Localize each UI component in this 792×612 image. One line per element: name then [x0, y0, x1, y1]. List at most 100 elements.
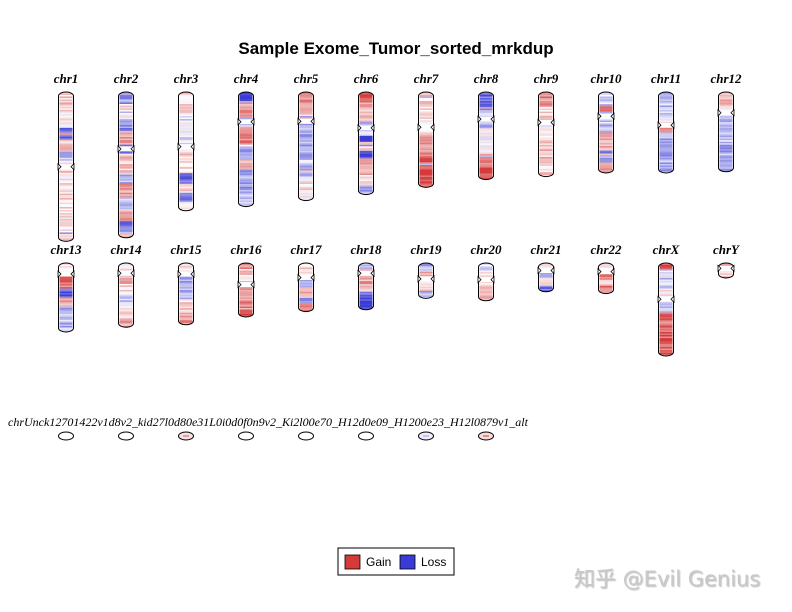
cn-segment — [179, 156, 193, 159]
chromosome-chr17: chr17 — [290, 242, 322, 313]
cn-segment — [239, 176, 253, 179]
cn-segment — [479, 166, 493, 168]
cn-segment — [659, 335, 673, 337]
cn-segment — [419, 288, 433, 290]
cn-segment — [419, 265, 433, 268]
cn-segment — [419, 114, 433, 117]
cn-segment — [59, 159, 73, 162]
cn-segment — [299, 156, 313, 159]
centromere-notch-left — [177, 270, 182, 279]
cn-segment — [719, 137, 733, 139]
cn-segment — [179, 305, 193, 308]
cn-segment — [239, 294, 253, 297]
cn-segment — [299, 96, 313, 99]
cn-segment — [419, 136, 433, 139]
cn-segment — [299, 123, 313, 126]
cn-segment — [119, 274, 133, 277]
cn-segment — [719, 162, 733, 165]
cn-segment — [479, 129, 493, 132]
cn-segment — [719, 141, 733, 144]
cn-segment — [59, 221, 73, 224]
cn-segment — [479, 164, 493, 167]
cn-segment — [299, 125, 313, 127]
cn-segment — [359, 263, 373, 265]
cn-segment — [239, 159, 253, 162]
cn-segment — [539, 137, 553, 140]
cn-segment — [419, 280, 433, 283]
cn-segment — [359, 299, 373, 302]
cn-segment — [239, 173, 253, 176]
cn-segment — [299, 98, 313, 100]
cn-segment — [659, 333, 673, 336]
cn-segment — [359, 296, 373, 299]
cn-segment — [119, 182, 133, 184]
cn-segment — [599, 167, 613, 169]
cn-segment — [179, 125, 193, 127]
chromosome-label-chr18: chr18 — [350, 242, 382, 257]
cn-segment — [479, 108, 493, 111]
cn-segment — [179, 312, 193, 315]
cn-segment — [179, 183, 193, 186]
cn-segment — [299, 137, 313, 140]
cn-segment — [359, 167, 373, 170]
cn-segment — [239, 188, 253, 191]
cn-segment — [59, 195, 73, 197]
cn-segment — [59, 299, 73, 301]
cn-segment — [419, 175, 433, 178]
chromosome-label-chr4: chr4 — [234, 71, 259, 86]
cn-segment — [659, 314, 673, 316]
centromere-notch-right — [730, 108, 735, 117]
cn-segment — [239, 194, 253, 197]
cn-segment — [239, 300, 253, 303]
cn-segment — [659, 308, 673, 310]
cn-segment — [119, 318, 133, 321]
cn-segment — [359, 156, 373, 159]
chromosome-body-chr10 — [598, 92, 614, 173]
cn-segment — [119, 306, 133, 309]
cn-segment — [479, 113, 493, 115]
cn-segment — [239, 309, 253, 312]
cn-segment — [179, 288, 193, 291]
cn-segment — [299, 288, 313, 291]
chromosome-label-chr9: chr9 — [534, 71, 559, 86]
cn-segment — [479, 150, 493, 153]
cn-segment — [179, 177, 193, 180]
cn-segment — [299, 102, 313, 105]
cn-segment — [599, 161, 613, 163]
cn-segment — [539, 108, 553, 111]
cn-segment — [539, 144, 553, 147]
cn-segment — [119, 325, 133, 328]
chromosome-outline — [358, 91, 374, 196]
cn-segment — [539, 138, 553, 141]
cn-segment — [179, 297, 193, 300]
cn-segment — [239, 170, 253, 173]
cn-segment — [419, 171, 433, 173]
cn-segment — [59, 223, 73, 226]
cn-segment — [659, 291, 673, 294]
cn-segment — [239, 164, 253, 167]
cn-segment — [299, 191, 313, 194]
cn-segment — [599, 99, 613, 102]
cn-segment — [539, 147, 553, 150]
centromere-notch-right — [610, 112, 615, 121]
cn-segment — [179, 296, 193, 298]
cn-segment — [659, 282, 673, 285]
cn-segment — [419, 120, 433, 123]
cn-segment — [659, 95, 673, 97]
cn-segment — [359, 173, 373, 176]
centromere-band — [418, 276, 434, 282]
cn-segment — [599, 95, 613, 97]
cn-segment — [719, 158, 733, 161]
cn-segment — [659, 290, 673, 292]
cn-segment — [299, 294, 313, 297]
cn-segment — [359, 275, 373, 277]
cn-segment — [299, 168, 313, 171]
cn-segment — [719, 125, 733, 127]
cn-segment — [359, 117, 373, 120]
chromosome-outline — [238, 91, 254, 208]
centromere-notch-left — [117, 269, 122, 278]
cn-segment — [479, 161, 493, 164]
cn-segment — [659, 146, 673, 148]
centromere-band — [238, 119, 254, 125]
cn-segment — [239, 197, 253, 200]
